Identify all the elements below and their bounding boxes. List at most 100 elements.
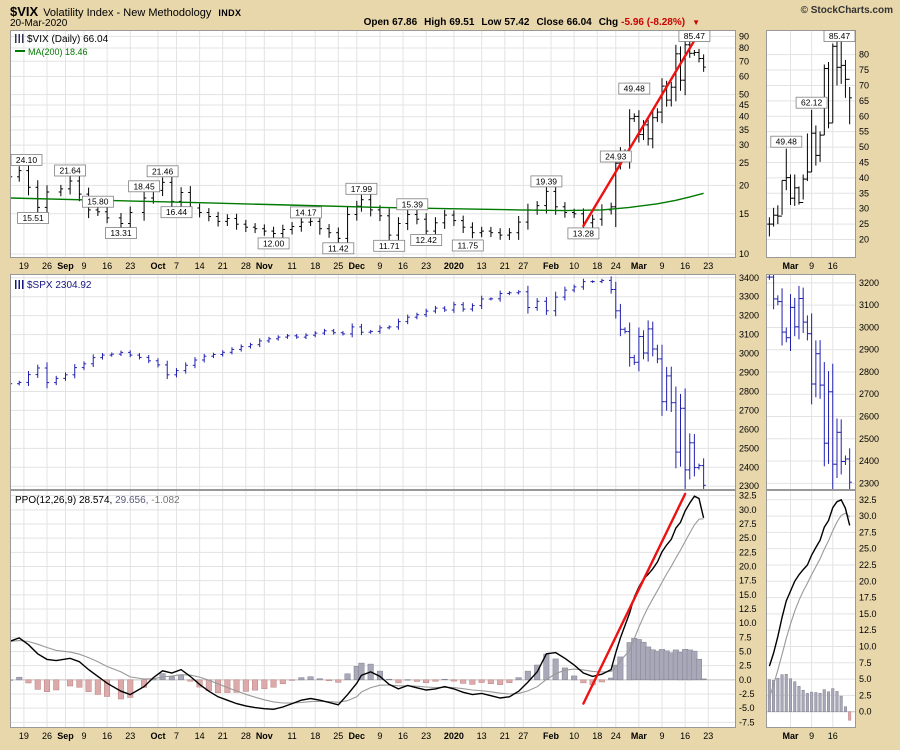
- svg-text:18: 18: [592, 731, 602, 741]
- svg-text:24: 24: [611, 261, 621, 271]
- ppo-signal-value: 29.656,: [115, 495, 149, 506]
- svg-text:20: 20: [739, 180, 749, 190]
- chart-date: 20-Mar-2020: [10, 18, 68, 29]
- svg-text:80: 80: [859, 50, 869, 60]
- svg-text:45: 45: [739, 100, 749, 110]
- svg-text:16: 16: [828, 261, 838, 271]
- svg-text:80: 80: [739, 43, 749, 53]
- svg-text:2400: 2400: [859, 456, 879, 466]
- svg-text:32.5: 32.5: [859, 495, 877, 505]
- svg-text:10: 10: [739, 249, 749, 259]
- svg-text:9: 9: [809, 731, 814, 741]
- svg-text:60: 60: [739, 72, 749, 82]
- svg-text:18.45: 18.45: [133, 181, 155, 191]
- svg-text:11: 11: [287, 731, 296, 741]
- svg-text:18: 18: [310, 261, 320, 271]
- svg-text:15.0: 15.0: [859, 609, 877, 619]
- down-arrow-icon: ▼: [692, 18, 700, 27]
- svg-text:30: 30: [859, 204, 869, 214]
- svg-text:13: 13: [477, 261, 487, 271]
- svg-text:Oct: Oct: [150, 731, 165, 741]
- svg-text:16: 16: [828, 731, 838, 741]
- svg-text:13: 13: [477, 731, 487, 741]
- svg-text:3100: 3100: [859, 300, 879, 310]
- vix-legend: $VIX (Daily) 66.04 MA(200) 18.46: [15, 33, 108, 59]
- vix-legend-text: $VIX (Daily) 66.04: [27, 34, 109, 45]
- svg-text:Feb: Feb: [543, 261, 560, 271]
- svg-text:25: 25: [333, 731, 343, 741]
- svg-text:25.0: 25.0: [859, 544, 877, 554]
- spx-zoom-chart: 2300 2400 2500 2600 2700 2800 2900 3000 3100 3200: [766, 274, 890, 490]
- svg-text:27: 27: [518, 261, 528, 271]
- high-value: 69.51: [449, 17, 475, 28]
- svg-text:Nov: Nov: [256, 731, 273, 741]
- svg-text:3100: 3100: [739, 330, 759, 340]
- svg-text:2500: 2500: [739, 443, 759, 453]
- svg-text:21: 21: [218, 261, 228, 271]
- svg-text:40: 40: [739, 112, 749, 122]
- svg-text:10: 10: [569, 261, 579, 271]
- svg-text:Mar: Mar: [782, 731, 799, 741]
- ppo-legend: PPO(12,26,9) 28.574, 29.656, -1.082: [15, 494, 180, 507]
- svg-text:65: 65: [859, 96, 869, 106]
- svg-text:2300: 2300: [859, 478, 879, 488]
- svg-text:2900: 2900: [739, 368, 759, 378]
- svg-text:49.48: 49.48: [776, 137, 798, 147]
- stockcharts-watermark: © StockCharts.com: [800, 5, 893, 16]
- spx-legend: $SPX 2304.92: [15, 279, 92, 292]
- svg-text:50: 50: [859, 142, 869, 152]
- vix-main-chart: 19 26 Sep 9 16 23 Oct 7 14 21 28 Nov 11 18 25 Dec 9 16 23 2…: [10, 30, 762, 276]
- svg-text:7: 7: [174, 261, 179, 271]
- svg-text:24.10: 24.10: [16, 155, 38, 165]
- svg-text:60: 60: [859, 111, 869, 121]
- svg-text:23: 23: [421, 261, 431, 271]
- svg-text:27.5: 27.5: [859, 527, 877, 537]
- svg-text:2300: 2300: [739, 481, 759, 490]
- svg-text:3000: 3000: [859, 322, 879, 332]
- svg-text:11.75: 11.75: [457, 240, 478, 250]
- svg-text:26: 26: [42, 731, 52, 741]
- svg-text:16: 16: [102, 261, 112, 271]
- svg-text:0.0: 0.0: [739, 675, 752, 685]
- svg-text:20.0: 20.0: [739, 562, 757, 572]
- svg-text:2500: 2500: [859, 434, 879, 444]
- svg-text:45: 45: [859, 157, 869, 167]
- spx-legend-text: $SPX 2304.92: [27, 280, 92, 291]
- open-value: 67.86: [392, 17, 418, 28]
- svg-text:15.51: 15.51: [22, 213, 44, 223]
- svg-text:9: 9: [660, 731, 665, 741]
- svg-text:12.5: 12.5: [859, 625, 877, 635]
- ppo-value: 28.574,: [78, 495, 113, 506]
- svg-text:49.48: 49.48: [624, 84, 646, 94]
- svg-text:40: 40: [859, 173, 869, 183]
- close-value: 66.04: [566, 17, 592, 28]
- svg-text:30.0: 30.0: [739, 505, 757, 515]
- svg-text:Oct: Oct: [150, 261, 165, 271]
- svg-text:2900: 2900: [859, 345, 879, 355]
- ppo-zoom-chart: Mar 9 16 0.0 2.5 5.0 7.5 10.0 12.5 15.0 17.5 20.0 22…: [766, 490, 890, 744]
- svg-text:12.00: 12.00: [263, 238, 285, 248]
- svg-text:16.44: 16.44: [166, 207, 188, 217]
- svg-text:75: 75: [859, 65, 869, 75]
- svg-text:3000: 3000: [739, 349, 759, 359]
- svg-text:7.5: 7.5: [739, 632, 752, 642]
- svg-text:28: 28: [241, 261, 251, 271]
- svg-text:19: 19: [19, 731, 29, 741]
- svg-text:11.71: 11.71: [379, 241, 400, 251]
- svg-text:-2.5: -2.5: [739, 689, 755, 699]
- exchange-label: INDX: [218, 8, 242, 18]
- svg-text:12.42: 12.42: [416, 235, 438, 245]
- svg-text:16: 16: [680, 261, 690, 271]
- svg-text:3200: 3200: [859, 278, 879, 288]
- svg-text:24: 24: [611, 731, 621, 741]
- chart-header: $VIX Volatility Index - New Methodology IN…: [10, 3, 241, 21]
- ppo-hist-value: -1.082: [151, 495, 180, 506]
- low-value: 57.42: [504, 17, 530, 28]
- svg-text:27: 27: [518, 731, 528, 741]
- svg-text:2700: 2700: [739, 405, 759, 415]
- svg-text:70: 70: [859, 80, 869, 90]
- svg-text:85.47: 85.47: [829, 31, 851, 41]
- svg-text:5.0: 5.0: [739, 647, 752, 657]
- svg-text:2800: 2800: [739, 386, 759, 396]
